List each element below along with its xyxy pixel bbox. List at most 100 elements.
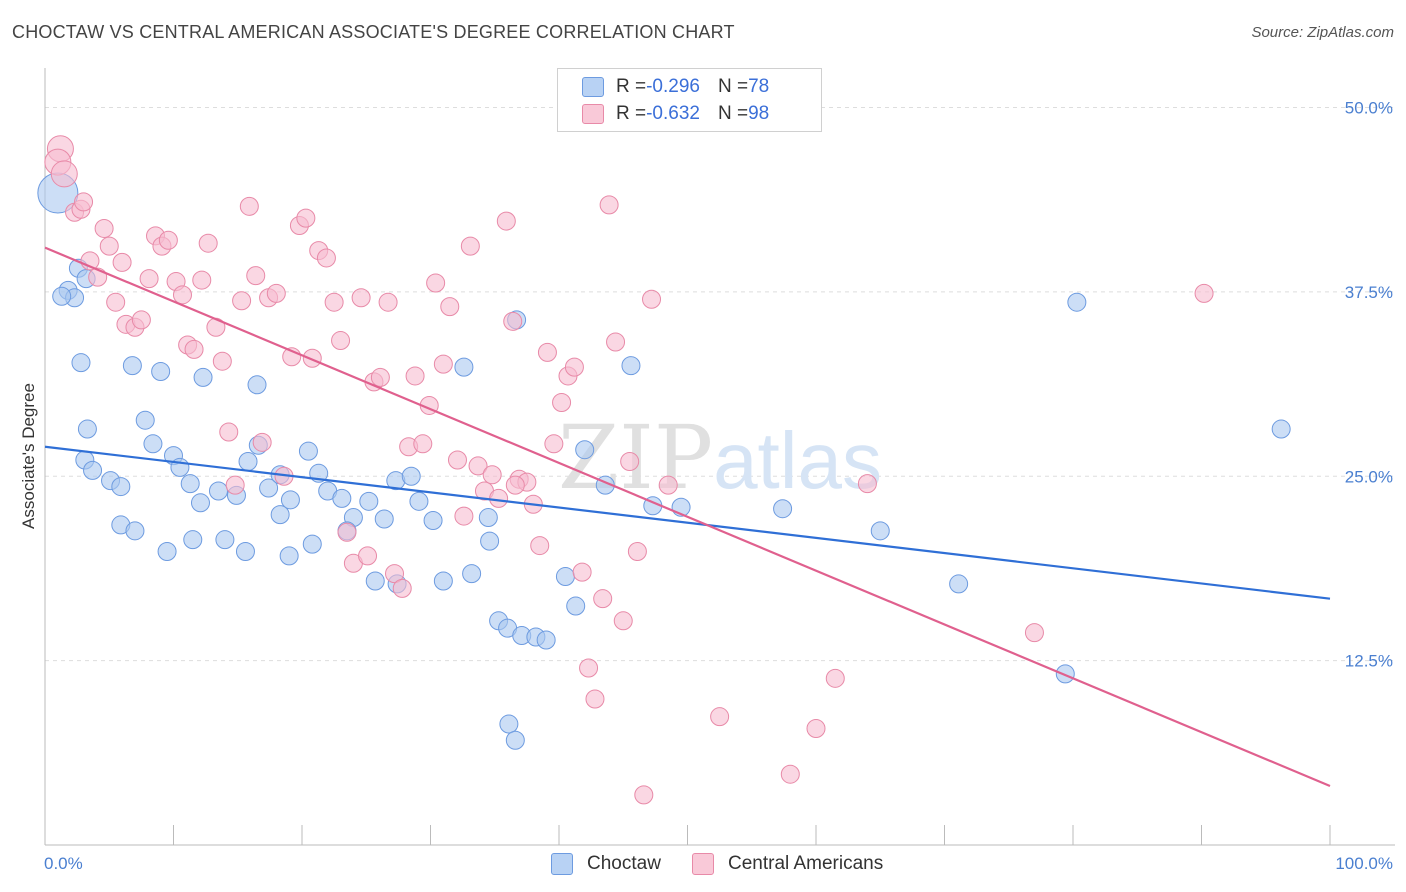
- point-central-30: [239, 196, 259, 216]
- legend-r-label: R =: [616, 103, 647, 124]
- point-choctaw-61: [566, 596, 586, 616]
- y-tick-label-3: 50.0%: [1345, 99, 1393, 118]
- point-central-66: [489, 488, 509, 508]
- point-central-23: [192, 270, 212, 290]
- bottom-legend-label-central: Central Americans: [728, 853, 884, 874]
- point-central-15: [139, 269, 159, 289]
- point-choctaw-35: [374, 509, 394, 529]
- bottom-legend-swatch-choctaw: [551, 853, 573, 875]
- point-central-65: [482, 465, 502, 485]
- point-central-20: [172, 285, 192, 305]
- chart-source: Source: ZipAtlas.com: [1251, 24, 1394, 41]
- point-choctaw-69: [773, 499, 793, 519]
- point-central-14: [131, 310, 151, 330]
- point-central-87: [634, 785, 654, 805]
- point-central-61: [454, 506, 474, 526]
- point-choctaw-21: [190, 493, 210, 513]
- legend-r-label: R =: [616, 76, 647, 97]
- bottom-legend-label-choctaw: Choctaw: [587, 853, 661, 874]
- point-choctaw-70: [870, 521, 890, 541]
- point-choctaw-38: [409, 491, 429, 511]
- y-tick-label-2: 37.5%: [1345, 283, 1393, 302]
- point-choctaw-3: [52, 286, 72, 306]
- point-choctaw-49: [365, 571, 385, 591]
- bottom-legend-choctaw: Choctaw: [551, 851, 661, 877]
- legend-r-value: -0.296: [646, 76, 700, 97]
- bottom-legend-central: Central Americans: [692, 851, 883, 877]
- bottom-legend-swatch-central: [692, 853, 714, 875]
- y-tick-label-1: 25.0%: [1345, 467, 1393, 486]
- point-choctaw-8: [151, 362, 171, 382]
- point-central-28: [225, 475, 245, 495]
- x-tick-label-0: 0.0%: [44, 854, 83, 873]
- legend: R = -0.296 N = 78 R = -0.632 N = 98: [557, 68, 822, 132]
- point-central-89: [658, 475, 678, 495]
- point-central-90: [710, 707, 730, 727]
- point-central-82: [599, 195, 619, 215]
- trend-line-choctaw: [44, 445, 1331, 600]
- point-central-96: [1194, 283, 1214, 303]
- point-central-29: [232, 291, 252, 311]
- point-central-78: [572, 562, 592, 582]
- point-central-60: [447, 450, 467, 470]
- point-central-50: [378, 292, 398, 312]
- point-central-86: [627, 541, 647, 561]
- point-central-95: [1024, 623, 1044, 643]
- point-central-26: [212, 351, 232, 371]
- point-central-43: [331, 331, 351, 351]
- point-choctaw-39: [423, 511, 443, 530]
- point-choctaw-75: [499, 714, 519, 734]
- point-central-67: [496, 211, 516, 231]
- point-choctaw-76: [505, 730, 525, 750]
- point-central-59: [440, 297, 460, 317]
- series-central-points: [44, 135, 1214, 805]
- point-central-2: [50, 160, 78, 188]
- point-central-63: [468, 456, 488, 476]
- point-central-49: [370, 367, 390, 387]
- point-central-57: [426, 273, 446, 293]
- point-choctaw-71: [949, 574, 969, 594]
- point-central-39: [302, 348, 322, 368]
- point-choctaw-42: [157, 541, 177, 561]
- point-choctaw-43: [183, 530, 203, 550]
- point-central-54: [405, 366, 425, 386]
- point-central-73: [537, 342, 557, 362]
- point-choctaw-60: [555, 567, 575, 587]
- point-choctaw-72: [1055, 664, 1075, 684]
- point-choctaw-45: [235, 541, 255, 561]
- point-central-27: [219, 422, 239, 442]
- point-central-52: [392, 578, 412, 598]
- point-central-38: [296, 208, 316, 228]
- legend-swatch-central: [582, 104, 604, 124]
- point-choctaw-29: [298, 441, 318, 461]
- point-choctaw-32: [332, 488, 352, 508]
- point-choctaw-34: [359, 491, 379, 511]
- chart-title: CHOCTAW VS CENTRAL AMERICAN ASSOCIATE'S …: [12, 22, 735, 42]
- point-choctaw-7: [122, 356, 142, 376]
- point-central-11: [112, 252, 132, 272]
- point-central-92: [806, 718, 826, 738]
- point-choctaw-15: [111, 477, 131, 497]
- watermark-atlas: atlas: [713, 416, 882, 505]
- trend-lines: [44, 246, 1331, 788]
- point-choctaw-10: [247, 375, 267, 395]
- point-central-72: [530, 536, 550, 556]
- point-central-80: [585, 689, 605, 709]
- point-choctaw-41: [125, 521, 145, 541]
- point-central-47: [358, 546, 378, 566]
- point-choctaw-26: [259, 478, 279, 498]
- point-choctaw-46: [279, 546, 299, 566]
- point-choctaw-13: [83, 460, 103, 480]
- point-choctaw-68: [621, 356, 641, 376]
- point-central-93: [825, 668, 845, 688]
- point-central-8: [94, 218, 114, 238]
- point-central-85: [620, 452, 640, 471]
- point-central-58: [433, 354, 453, 374]
- legend-row-choctaw: R = -0.296 N = 78: [582, 74, 769, 100]
- point-central-24: [198, 233, 218, 253]
- point-central-84: [613, 611, 633, 631]
- point-central-5: [74, 192, 94, 212]
- legend-row-central: R = -0.632 N = 98: [582, 101, 769, 127]
- point-central-32: [252, 432, 272, 452]
